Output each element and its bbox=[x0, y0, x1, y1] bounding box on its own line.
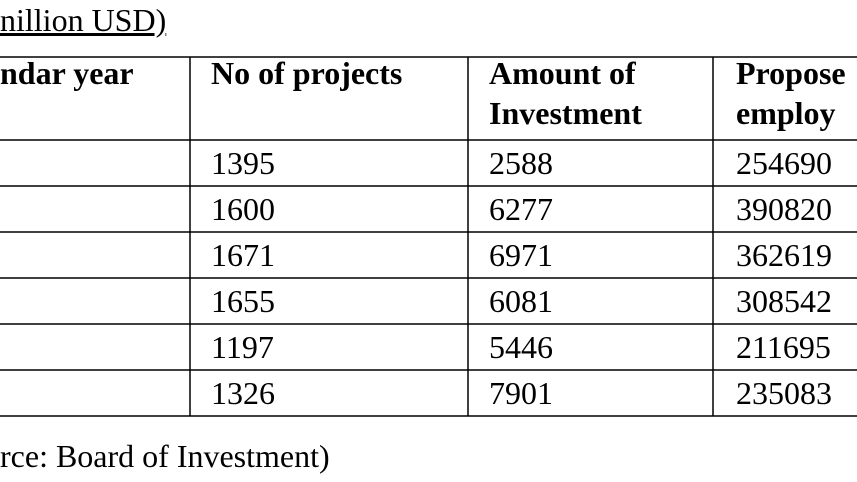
table-cell: 2588 bbox=[489, 145, 553, 181]
header-cell: ndar year bbox=[0, 55, 134, 91]
table-cell: 390820 bbox=[736, 191, 832, 227]
header-cell: Amount of bbox=[489, 55, 636, 91]
table-cell: 6277 bbox=[489, 191, 553, 227]
table-cell: 362619 bbox=[736, 237, 832, 273]
table-cell: 308542 bbox=[736, 283, 832, 319]
table-cell: 254690 bbox=[736, 145, 832, 181]
table-cell: 1600 bbox=[211, 191, 275, 227]
header-cell: Propose bbox=[736, 55, 846, 91]
table-cell: 7901 bbox=[489, 375, 553, 411]
table-cell: 1395 bbox=[211, 145, 275, 181]
table-cell: 1671 bbox=[211, 237, 275, 273]
table-cell: 1326 bbox=[211, 375, 275, 411]
table-cell: 6081 bbox=[489, 283, 553, 319]
header-cell: No of projects bbox=[211, 55, 403, 91]
table-cell: 6971 bbox=[489, 237, 553, 273]
table-source: rce: Board of Investment) bbox=[0, 438, 330, 474]
header-cell: employ bbox=[736, 95, 836, 131]
table-cell: 1197 bbox=[211, 329, 274, 365]
table-cell: 211695 bbox=[736, 329, 831, 365]
table-cell: 235083 bbox=[736, 375, 832, 411]
header-cell: Investment bbox=[489, 95, 642, 131]
table-caption: nillion USD) bbox=[0, 2, 167, 38]
table-cell: 5446 bbox=[489, 329, 553, 365]
table-cell: 1655 bbox=[211, 283, 275, 319]
